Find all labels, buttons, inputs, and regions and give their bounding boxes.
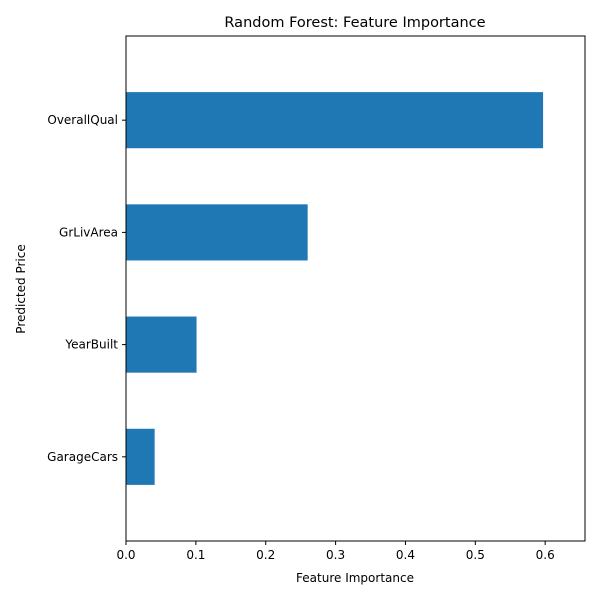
plot-frame: [125, 35, 586, 542]
bar-grlivarea: [126, 204, 308, 261]
x-tick-label: 0.6: [536, 548, 555, 562]
bar-yearbuilt: [126, 316, 197, 373]
bars-group: [126, 92, 544, 485]
x-tick-label: 0.4: [396, 548, 415, 562]
x-tick-label: 0.0: [116, 548, 135, 562]
y-axis-label: Predicted Price: [14, 244, 28, 333]
x-tick-label: 0.5: [466, 548, 485, 562]
chart-title: Random Forest: Feature Importance: [224, 15, 485, 31]
y-tick-label: OverallQual: [47, 113, 118, 127]
bar-garagecars: [126, 428, 155, 485]
y-tick-label: GrLivArea: [59, 225, 118, 239]
x-axis-ticks: 0.0 0.1 0.2 0.3 0.4 0.5 0.6: [116, 541, 555, 562]
x-tick-label: 0.3: [326, 548, 345, 562]
x-tick-label: 0.2: [256, 548, 275, 562]
y-tick-label: YearBuilt: [64, 338, 118, 352]
bar-overallqual: [126, 92, 544, 149]
y-axis-ticks: GarageCars YearBuilt GrLivArea OverallQual: [47, 113, 126, 464]
x-axis-label: Feature Importance: [296, 571, 414, 585]
x-tick-label: 0.1: [186, 548, 205, 562]
y-tick-label: GarageCars: [47, 450, 118, 464]
